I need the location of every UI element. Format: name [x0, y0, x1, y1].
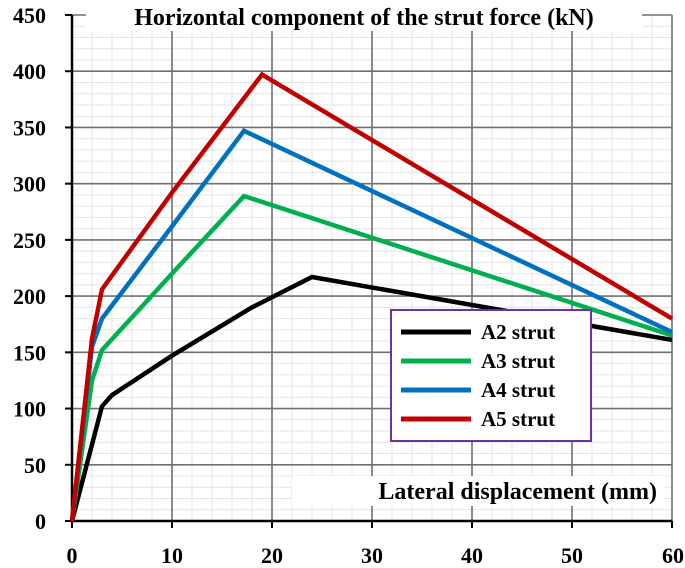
- axis-titles: Horizontal component of the strut force …: [86, 3, 664, 506]
- y-tick-label: 200: [13, 284, 46, 309]
- major-grid: [71, 14, 673, 522]
- y-tick-label: 250: [13, 228, 46, 253]
- y-tick-labels: 0 50 100 150 200 250 300 350 400 450: [13, 3, 46, 534]
- x-tick-label: 10: [161, 543, 183, 568]
- x-tick-label: 60: [662, 543, 684, 568]
- series-line-a3-strut: [69, 193, 673, 522]
- legend: A2 strut A3 strut A4 strut A5 strut: [390, 309, 592, 442]
- x-tick-labels: 0 10 20 30 40 50 60: [67, 543, 685, 568]
- xlabel-background: [292, 476, 664, 506]
- x-tick-label: 0: [67, 543, 78, 568]
- legend-label: A4 strut: [481, 378, 555, 402]
- y-axis-title: Horizontal component of the strut force …: [134, 5, 593, 31]
- ylabel-background: [86, 3, 642, 31]
- y-tick-label: 450: [13, 3, 46, 28]
- axes: [65, 14, 673, 528]
- y-tick-label: 0: [35, 509, 46, 534]
- x-tick-label: 20: [261, 543, 283, 568]
- x-axis-title: Lateral displacement (mm): [378, 479, 657, 505]
- series-lines: [69, 71, 674, 522]
- x-tick-label: 50: [561, 543, 583, 568]
- y-tick-label: 100: [13, 397, 46, 422]
- legend-label: A5 strut: [481, 407, 555, 431]
- series-line-a5-strut: [69, 71, 674, 522]
- y-tick-label: 300: [13, 172, 46, 197]
- y-tick-label: 400: [13, 59, 46, 84]
- x-tick-label: 40: [461, 543, 483, 568]
- x-tick-label: 30: [361, 543, 383, 568]
- legend-label: A2 strut: [481, 320, 555, 344]
- series-line-a2-strut: [69, 274, 673, 522]
- legend-label: A3 strut: [481, 349, 555, 373]
- y-tick-label: 50: [24, 453, 46, 478]
- y-tick-label: 350: [13, 115, 46, 140]
- y-tick-label: 150: [13, 340, 46, 365]
